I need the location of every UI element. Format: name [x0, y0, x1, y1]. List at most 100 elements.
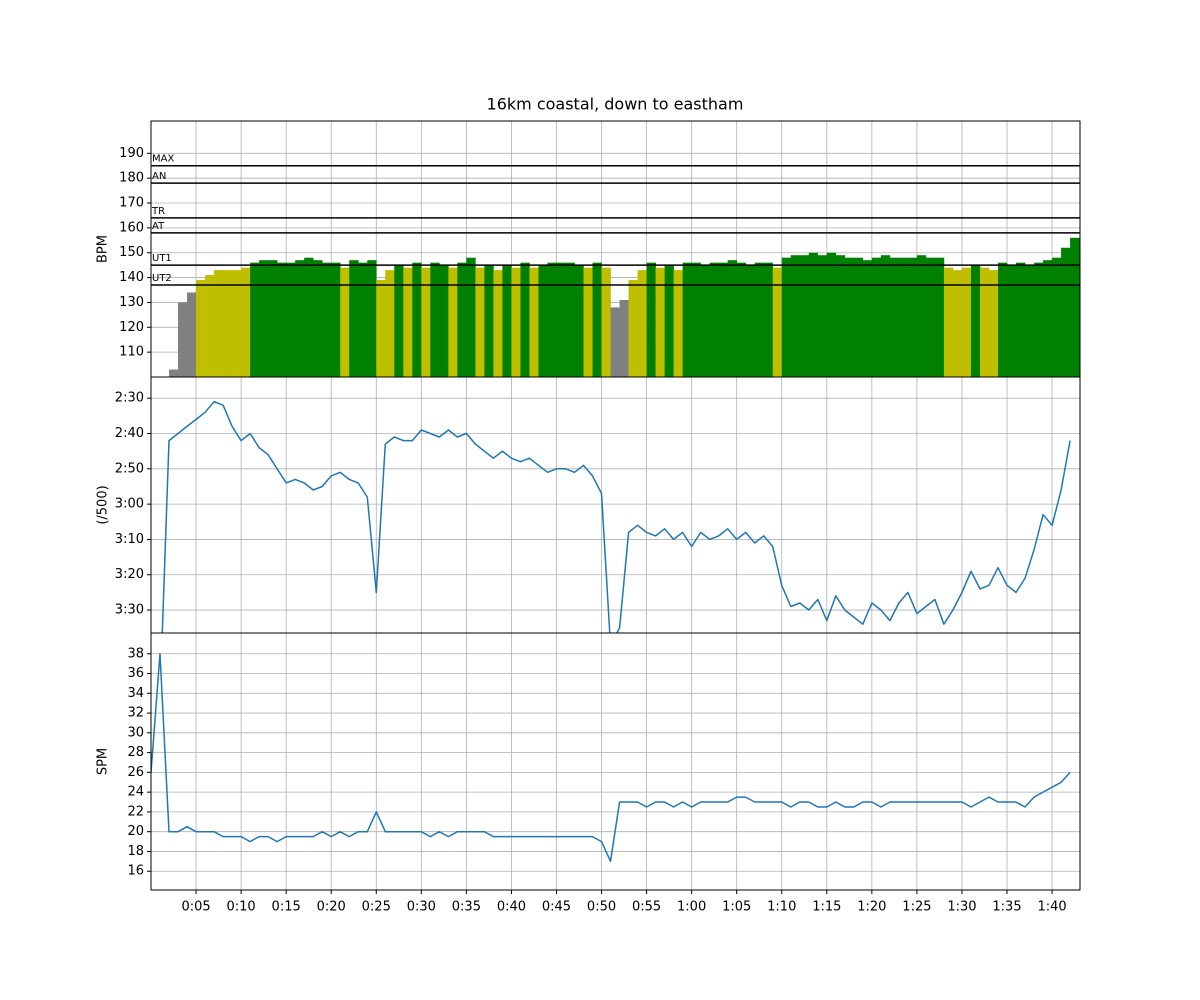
x-tick-label: 1:40 [1037, 900, 1066, 915]
x-tick-label: 0:50 [587, 900, 616, 915]
bar [970, 265, 981, 377]
bar [520, 262, 530, 377]
bar [862, 260, 873, 377]
bar [655, 267, 665, 377]
y-tick-label: 3:00 [115, 497, 144, 512]
y-tick-label: 180 [119, 171, 144, 186]
zone-label: MAX [152, 154, 174, 165]
bar [772, 267, 783, 377]
axes-frame [150, 376, 1081, 634]
bar [268, 260, 278, 377]
bar [1016, 262, 1026, 377]
x-tick-label: 1:00 [677, 900, 706, 915]
bar [322, 262, 332, 377]
bar [457, 262, 467, 377]
bar [259, 260, 269, 377]
bar [1034, 262, 1044, 377]
bar [601, 267, 611, 377]
y-tick-label: 110 [119, 345, 144, 360]
bar [934, 257, 945, 377]
bar [808, 252, 819, 377]
bar [880, 255, 891, 377]
bar [664, 265, 674, 377]
bar [799, 255, 810, 377]
y-tick-label: 150 [119, 245, 144, 260]
x-tick-label: 0:45 [542, 900, 571, 915]
bar [1025, 265, 1035, 377]
bar [430, 262, 440, 377]
x-tick-label: 0:25 [362, 900, 391, 915]
bar [574, 265, 584, 377]
zone-label: UT2 [152, 273, 172, 284]
y-tick-label: 120 [119, 320, 144, 335]
y-tick-label: 28 [127, 745, 144, 760]
bar [340, 267, 350, 377]
bar [925, 257, 936, 377]
bar [349, 260, 359, 377]
bar [790, 255, 801, 377]
x-tick-label: 1:20 [857, 900, 886, 915]
bar [538, 265, 548, 377]
bar [781, 257, 792, 377]
zone-label: TR [151, 206, 165, 217]
axes-frame [150, 632, 1081, 891]
zone-label: AN [152, 171, 166, 182]
bar [493, 270, 503, 377]
x-tick-label: 1:35 [992, 900, 1021, 915]
bar [178, 302, 188, 377]
y-tick-label: 16 [127, 864, 144, 879]
y-tick-label: 2:30 [115, 391, 144, 406]
panel [151, 121, 1080, 377]
x-tick-label: 1:30 [947, 900, 976, 915]
bar [304, 257, 314, 377]
bar [979, 267, 990, 377]
bar [241, 267, 251, 377]
bar [376, 280, 386, 377]
bar [637, 270, 647, 377]
bar [592, 262, 602, 377]
bar [736, 262, 747, 377]
x-tick-label: 1:15 [812, 900, 841, 915]
bar [295, 260, 305, 377]
y-tick-label: 140 [119, 270, 144, 285]
bar [718, 262, 728, 377]
y-tick-label: 170 [119, 196, 144, 211]
bar [709, 262, 719, 377]
zone-label: UT1 [152, 253, 172, 264]
bar [1043, 260, 1053, 377]
y-tick-label: 38 [127, 646, 144, 661]
bar [250, 262, 260, 377]
y-tick-label: 130 [119, 295, 144, 310]
bar [394, 265, 404, 377]
x-tick-label: 0:30 [407, 900, 436, 915]
bar [421, 267, 431, 377]
bar [412, 262, 422, 377]
bar [439, 265, 449, 377]
panel [151, 633, 1080, 890]
bar [628, 280, 638, 377]
bar [448, 267, 458, 377]
bar [673, 270, 683, 377]
x-tick-label: 1:05 [722, 900, 751, 915]
bar [754, 262, 765, 377]
y-tick-label: 3:20 [115, 567, 144, 582]
bar [367, 260, 377, 377]
bar [583, 267, 593, 377]
bar [1061, 247, 1071, 377]
bar [682, 262, 692, 377]
bar [556, 262, 566, 377]
bar [484, 265, 494, 377]
y-tick-label: 30 [127, 725, 144, 740]
bar [277, 262, 287, 377]
bar [196, 280, 206, 377]
y-axis-label: (/500) [96, 485, 111, 524]
bar [502, 265, 512, 377]
bar [961, 267, 972, 377]
bar [619, 299, 629, 377]
bar [646, 262, 656, 377]
panel [151, 377, 1080, 633]
y-tick-label: 26 [127, 765, 144, 780]
x-tick-label: 0:20 [317, 900, 346, 915]
data-line [161, 400, 1071, 633]
bar [844, 257, 855, 377]
